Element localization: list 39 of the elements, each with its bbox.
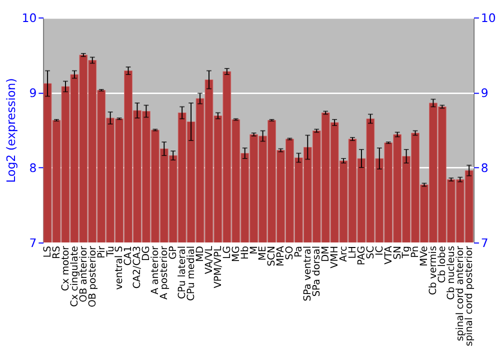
y-tick-label: 9	[29, 86, 37, 100]
x-tick-label: VPM/VPL	[212, 245, 224, 288]
x-tick-label: Pir	[96, 244, 108, 258]
x-tick-label: DG	[141, 246, 152, 262]
x-tick-label: Cx motor	[60, 244, 72, 291]
x-tick-label: Pa	[294, 246, 305, 258]
x-tick-label: OB anterior	[78, 244, 90, 302]
x-tick-label: MD	[194, 246, 206, 262]
y-tick-label: 8	[29, 160, 37, 175]
x-tick-label: SN	[392, 246, 404, 260]
y2-tick-label: 8	[480, 160, 488, 175]
y-tick-label: 7	[29, 236, 37, 250]
x-tick-label: Cb lobe	[437, 246, 448, 283]
x-tick-label: MVe	[419, 246, 430, 266]
y2-tick-label: 10	[480, 10, 496, 25]
x-tick-label: VMH	[329, 246, 340, 268]
x-tick-label: GP	[168, 246, 180, 260]
x-tick-label: LG	[222, 246, 233, 259]
x-tick-label: Cx cingulate	[69, 246, 80, 307]
x-tick-label: OB posterior	[87, 244, 98, 308]
y2-tick-label: 7	[480, 236, 488, 250]
x-tick-label: LH	[347, 246, 358, 259]
x-tick-label: IC	[374, 246, 386, 256]
x-tick-label: VA/VL	[204, 245, 215, 274]
y-axis-title: Log2 (expression)	[4, 78, 18, 183]
x-tick-label: RS	[51, 246, 62, 259]
x-tick-label: LS	[42, 246, 54, 258]
x-tick-label: VTA	[383, 246, 394, 265]
x-tick-label: CPu medial	[186, 246, 197, 301]
x-tick-label: spinal cord posterior	[464, 244, 476, 346]
x-tick-label: Arc	[338, 246, 350, 262]
x-tick-label: Tg	[401, 246, 412, 260]
x-tick-label: MG	[230, 246, 242, 262]
y2-tick-label: 9	[480, 86, 488, 100]
x-tick-label: SC	[365, 246, 376, 259]
x-tick-label: Hb	[240, 246, 251, 260]
y-tick-label: 10	[22, 10, 37, 25]
x-tick-label: A posterior	[159, 244, 170, 300]
x-tick-label: PAG	[356, 246, 368, 266]
